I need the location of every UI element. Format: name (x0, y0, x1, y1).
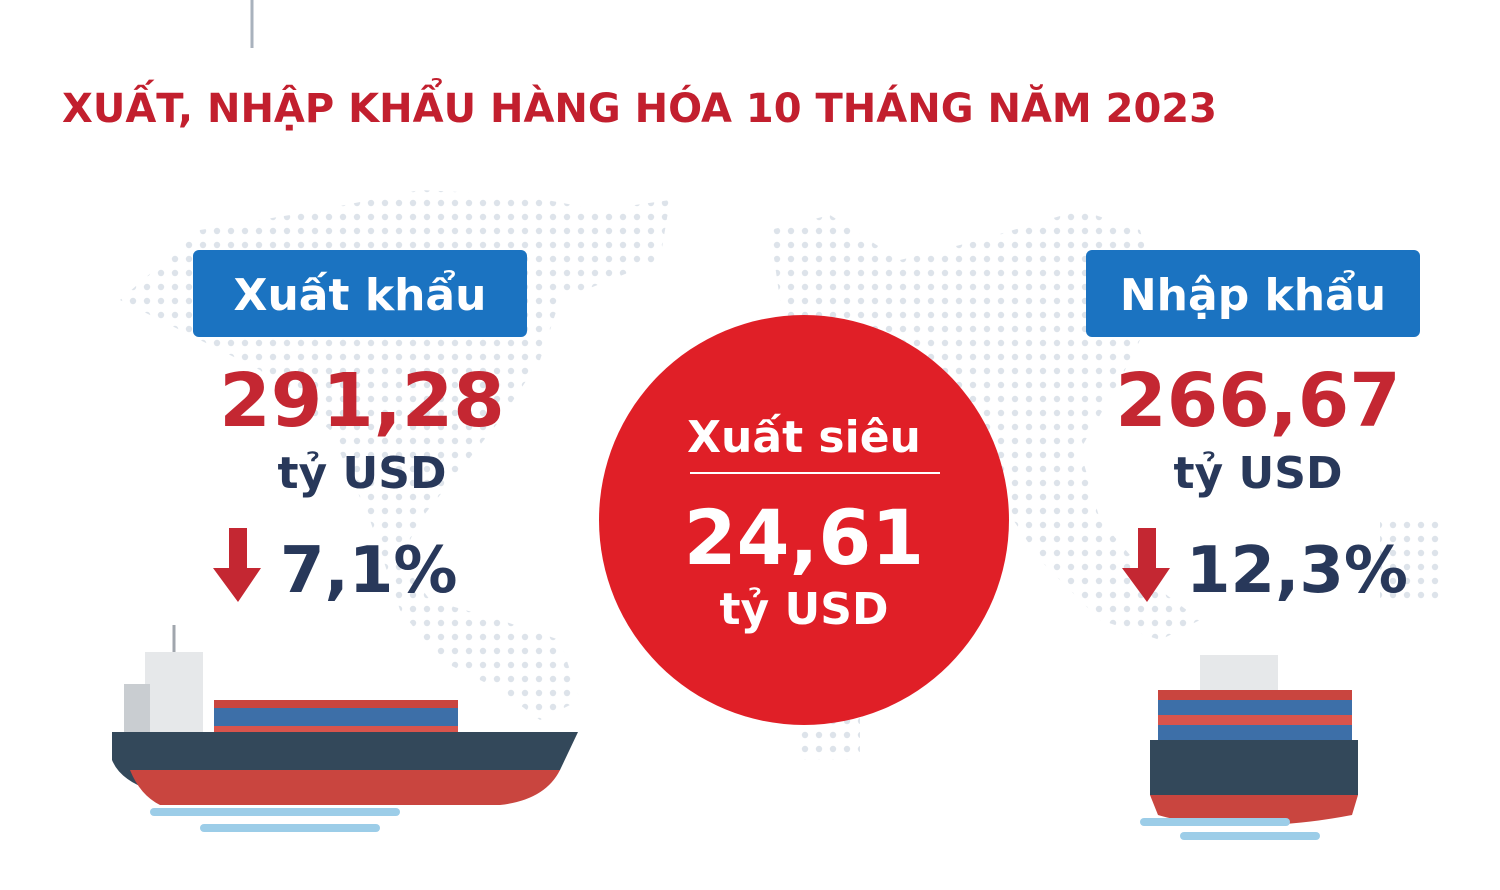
title: XUẤT, NHẬP KHẨU HÀNG HÓA 10 THÁNG NĂM 20… (62, 77, 1217, 132)
export-unit: tỷ USD (278, 448, 447, 499)
import-unit: tỷ USD (1174, 448, 1343, 499)
surplus-unit: tỷ USD (720, 584, 889, 635)
surplus-label: Xuất siêu (687, 412, 921, 463)
surplus-circle (599, 315, 1009, 725)
import-label: Nhập khẩu (1120, 269, 1386, 321)
export-change: 7,1% (280, 534, 458, 608)
export-label: Xuất khẩu (234, 269, 487, 321)
import-label-box (1086, 250, 1420, 337)
import-value: 266,67 (1115, 358, 1401, 444)
export-ship (112, 625, 578, 832)
down-arrow (1122, 528, 1170, 602)
import-ship (1140, 655, 1358, 840)
export-label-box (193, 250, 527, 337)
export-value: 291,28 (219, 358, 505, 444)
import-change: 12,3% (1186, 534, 1408, 608)
surplus-value: 24,61 (684, 493, 924, 582)
down-arrow (213, 528, 261, 602)
